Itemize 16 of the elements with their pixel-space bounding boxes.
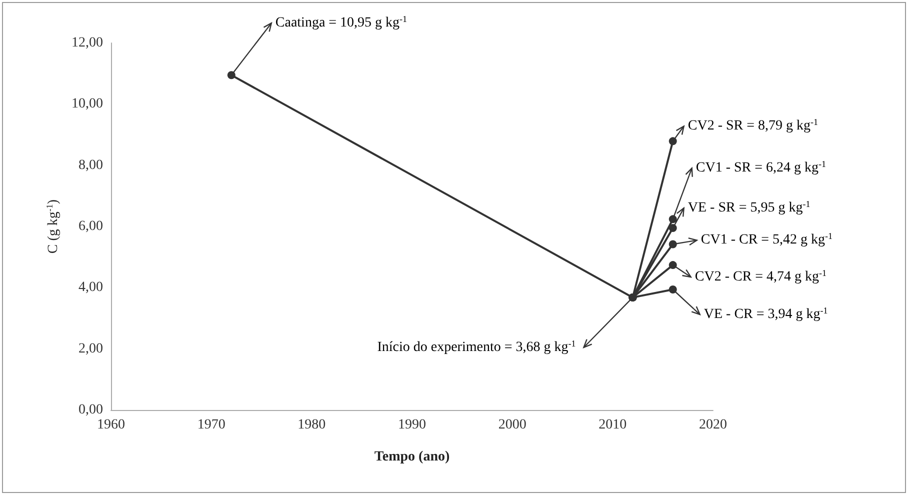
x-tick-label: 2010 [598, 418, 627, 432]
y-tick-label: 0,00 [78, 402, 103, 418]
x-tick-label: 2000 [498, 418, 526, 432]
y-axis-title: C (g kg-1) [44, 199, 62, 254]
y-tick-label: 12,00 [72, 36, 103, 50]
x-tick-label: 1990 [398, 418, 426, 432]
x-axis-title: Tempo (ano) [374, 450, 450, 464]
y-tick-label: 6,00 [78, 219, 103, 234]
x-tick-label: 1960 [97, 418, 125, 432]
y-tick-label: 2,00 [78, 341, 103, 356]
y-tick-label: 10,00 [72, 96, 103, 112]
x-tick-label: 1970 [197, 418, 226, 432]
x-tick-label: 1980 [298, 418, 326, 432]
y-tick-label: 8,00 [78, 158, 103, 173]
x-tick-label: 2020 [699, 418, 727, 432]
y-tick-label: 4,00 [78, 280, 103, 296]
